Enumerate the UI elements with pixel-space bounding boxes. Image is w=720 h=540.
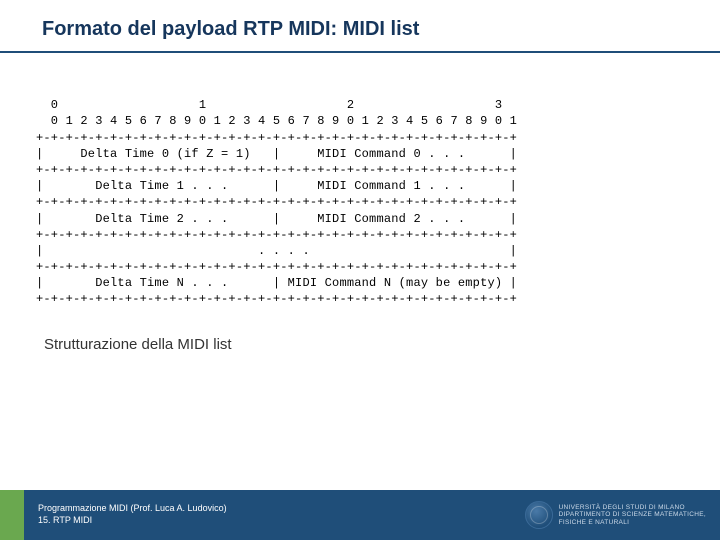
uni-line-3: FISICHE E NATURALI [559,519,706,526]
ascii-divider: +-+-+-+-+-+-+-+-+-+-+-+-+-+-+-+-+-+-+-+-… [36,195,517,209]
footer-bar: Programmazione MIDI (Prof. Luca A. Ludov… [24,490,720,540]
ascii-divider: +-+-+-+-+-+-+-+-+-+-+-+-+-+-+-+-+-+-+-+-… [36,163,517,177]
slide-title: Formato del payload RTP MIDI: MIDI list [42,18,720,41]
ascii-row-2: | Delta Time 2 . . . | MIDI Command 2 . … [36,212,517,226]
university-name: UNIVERSITÀ DEGLI STUDI DI MILANO DIPARTI… [559,504,706,526]
slide-subtitle: Strutturazione della MIDI list [36,336,684,353]
footer-text: Programmazione MIDI (Prof. Luca A. Ludov… [38,503,227,526]
footer-logo: UNIVERSITÀ DEGLI STUDI DI MILANO DIPARTI… [525,501,706,529]
footer-line-2: 15. RTP MIDI [38,515,227,527]
uni-line-1: UNIVERSITÀ DEGLI STUDI DI MILANO [559,504,706,511]
ascii-divider: +-+-+-+-+-+-+-+-+-+-+-+-+-+-+-+-+-+-+-+-… [36,228,517,242]
ascii-row-n: | Delta Time N . . . | MIDI Command N (m… [36,276,517,290]
ruler-minor: 0 1 2 3 4 5 6 7 8 9 0 1 2 3 4 5 6 7 8 9 … [36,114,517,128]
ascii-row-dots: | . . . . | [36,244,517,258]
ascii-divider: +-+-+-+-+-+-+-+-+-+-+-+-+-+-+-+-+-+-+-+-… [36,131,517,145]
uni-line-2: DIPARTIMENTO DI SCIENZE MATEMATICHE, [559,511,706,518]
slide-footer: Programmazione MIDI (Prof. Luca A. Ludov… [0,490,720,540]
ascii-divider: +-+-+-+-+-+-+-+-+-+-+-+-+-+-+-+-+-+-+-+-… [36,292,517,306]
ascii-row-1: | Delta Time 1 . . . | MIDI Command 1 . … [36,179,517,193]
footer-accent [0,490,24,540]
ruler-major: 0 1 2 3 [36,98,502,112]
university-seal-icon [525,501,553,529]
ascii-diagram: 0 1 2 3 0 1 2 3 4 5 6 7 8 9 0 1 2 3 4 5 … [36,81,684,308]
content-area: 0 1 2 3 0 1 2 3 4 5 6 7 8 9 0 1 2 3 4 5 … [0,53,720,353]
ascii-divider: +-+-+-+-+-+-+-+-+-+-+-+-+-+-+-+-+-+-+-+-… [36,260,517,274]
footer-line-1: Programmazione MIDI (Prof. Luca A. Ludov… [38,503,227,515]
ascii-row-0: | Delta Time 0 (if Z = 1) | MIDI Command… [36,147,517,161]
